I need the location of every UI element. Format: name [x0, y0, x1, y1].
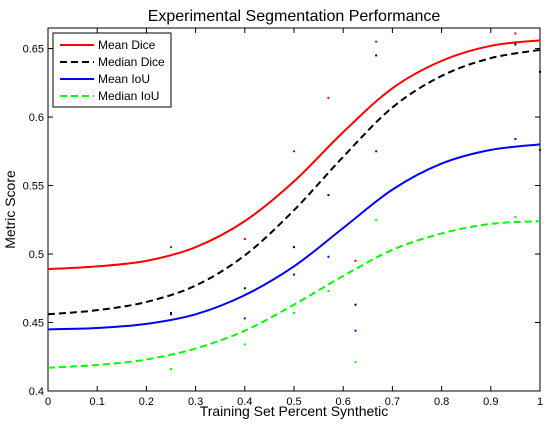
median-dice-point: [293, 246, 295, 249]
median-dice-point: [243, 287, 246, 290]
y-tick-label: 0.5: [29, 249, 44, 261]
mean-dice-point: [243, 237, 246, 240]
x-tick-label: 0.5: [286, 396, 301, 408]
median-iou-point: [375, 218, 378, 221]
legend-label-median-dice: Median Dice: [98, 55, 165, 69]
series-curves: [47, 39, 541, 369]
mean-iou-point: [375, 150, 378, 153]
y-tick-label: 0.45: [23, 318, 44, 330]
legend-label-median-iou: Median IoU: [98, 89, 159, 103]
legend-label-mean-iou: Mean IoU: [98, 72, 150, 86]
x-tick-label: 1: [537, 396, 543, 408]
median-dice-point: [514, 43, 517, 46]
y-tick-label: 0.65: [23, 44, 44, 56]
median-dice-point: [375, 54, 378, 57]
median-iou-curve: [47, 220, 541, 369]
median-iou-point: [170, 368, 172, 371]
x-tick-label: 0: [45, 396, 51, 408]
x-tick-label: 0.9: [483, 396, 498, 408]
mean-iou-point: [293, 273, 295, 276]
median-dice-curve: [47, 48, 541, 316]
y-axis-title: Metric Score: [2, 170, 18, 249]
y-tick-label: 0.55: [23, 181, 44, 193]
mean-iou-point: [539, 148, 541, 151]
mean-iou-curve: [47, 143, 541, 331]
mean-iou-point: [327, 255, 330, 258]
x-tick-label: 0.2: [139, 396, 154, 408]
mean-dice-point: [170, 246, 172, 249]
mean-iou-point: [354, 329, 357, 332]
mean-dice-point: [514, 32, 517, 35]
x-tick-label: 0.6: [336, 396, 351, 408]
mean-dice-point: [354, 259, 357, 262]
chart-title: Experimental Segmentation Performance: [148, 8, 441, 25]
legend: Mean Dice Median Dice Mean IoU Median IoU: [52, 32, 172, 108]
legend-label-mean-dice: Mean Dice: [98, 38, 156, 52]
series-points: [170, 32, 541, 371]
x-tick-label: 0.8: [434, 396, 449, 408]
median-iou-point: [514, 216, 517, 219]
median-dice-point: [327, 194, 330, 197]
median-iou-point: [327, 290, 330, 293]
mean-dice-point: [375, 40, 378, 43]
x-tick-label: 0.1: [90, 396, 105, 408]
median-iou-point: [293, 311, 295, 314]
median-dice-point: [354, 303, 357, 306]
mean-dice-point: [293, 150, 295, 153]
mean-iou-point: [243, 317, 246, 320]
y-tick-label: 0.6: [29, 112, 44, 124]
mean-iou-point: [514, 137, 517, 140]
mean-dice-curve: [47, 39, 541, 271]
x-tick-label: 0.4: [237, 396, 252, 408]
x-tick-label: 0.3: [188, 396, 203, 408]
y-tick-label: 0.4: [29, 386, 44, 398]
x-axis-title: Training Set Percent Synthetic: [200, 403, 389, 419]
x-tick-label: 0.7: [385, 396, 400, 408]
median-dice-point: [539, 70, 541, 73]
median-dice-point: [170, 311, 172, 314]
axis-ticks: 0 0.1 0.2 0.3 0.4 0.5 0.6 0.7 0.8 0.9 1 0.4 0.45 0.5 0…: [23, 28, 543, 408]
median-iou-point: [243, 343, 246, 346]
median-iou-point: [354, 361, 357, 364]
mean-iou-point: [170, 313, 172, 316]
mean-dice-point: [327, 96, 330, 99]
